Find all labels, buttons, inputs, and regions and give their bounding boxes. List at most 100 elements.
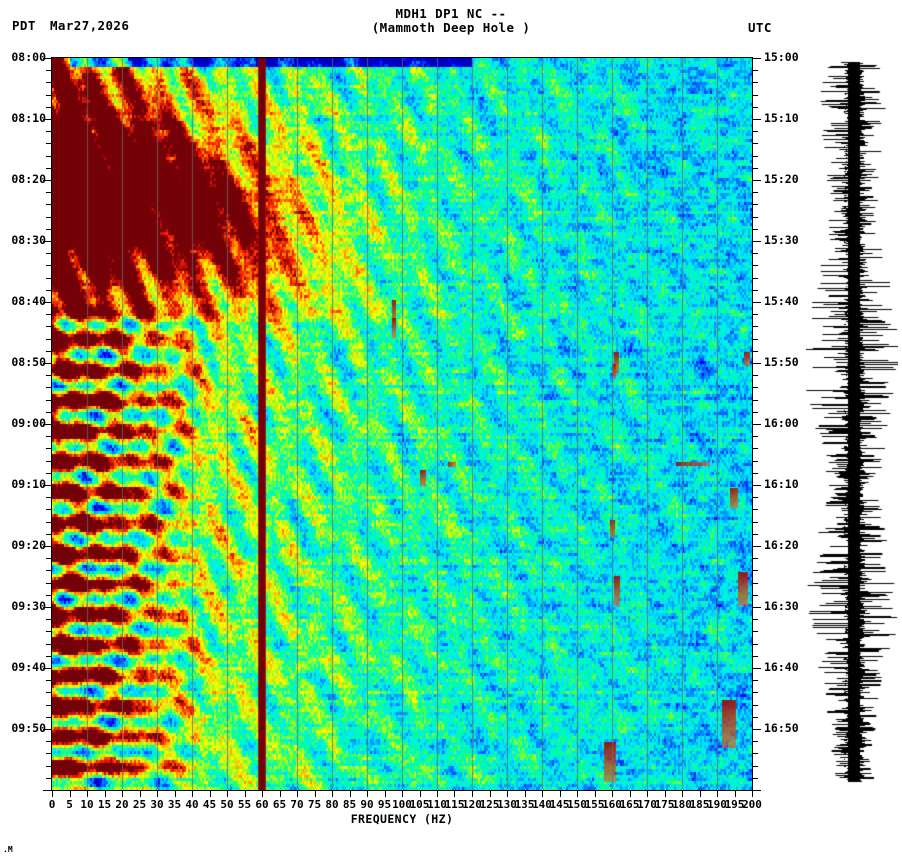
x-tick [210,790,211,797]
y-tick-minor-left [46,619,52,620]
y-tick-minor-left [46,143,52,144]
x-tick-label: 5 [66,798,73,811]
y-tick-minor-left [46,156,52,157]
y-tick-minor-right [752,619,758,620]
y-tick-label-utc: 15:20 [764,172,799,186]
x-tick [332,790,333,797]
y-tick-major-left [43,668,52,669]
x-tick [752,790,753,797]
x-tick [385,790,386,797]
x-tick-label: 200 [742,798,762,811]
y-tick-minor-left [46,387,52,388]
seismogram-trace-canvas [806,58,898,790]
x-tick-label: 85 [342,798,357,811]
y-tick-major-right [752,180,761,181]
y-tick-major-right [752,424,761,425]
y-tick-major-left [43,729,52,730]
y-tick-minor-left [46,339,52,340]
y-tick-minor-left [46,570,52,571]
y-tick-minor-left [46,741,52,742]
y-tick-label-pdt: 08:20 [11,172,46,186]
y-tick-minor-right [752,595,758,596]
y-tick-label-utc: 15:10 [764,111,799,125]
x-tick-label: 180 [672,798,692,811]
x-tick-label: 110 [427,798,447,811]
y-tick-minor-left [46,509,52,510]
x-tick [665,790,666,797]
y-tick-minor-right [752,412,758,413]
y-tick-label-utc: 16:00 [764,416,799,430]
x-tick [560,790,561,797]
x-tick [70,790,71,797]
x-tick-label: 155 [584,798,605,811]
x-tick-label: 45 [202,798,217,811]
x-tick [630,790,631,797]
x-tick [682,790,683,797]
y-tick-minor-right [752,375,758,376]
y-tick-label-pdt: 08:40 [11,294,46,308]
y-tick-minor-right [752,436,758,437]
y-tick-major-left [43,302,52,303]
y-tick-minor-right [752,473,758,474]
y-tick-minor-right [752,143,758,144]
y-tick-minor-left [46,82,52,83]
y-tick-major-left [43,363,52,364]
y-tick-minor-left [46,717,52,718]
y-tick-minor-right [752,717,758,718]
x-tick [192,790,193,797]
y-tick-label-utc: 16:20 [764,538,799,552]
x-tick [717,790,718,797]
y-tick-minor-left [46,95,52,96]
y-tick-minor-left [46,326,52,327]
y-tick-minor-left [46,400,52,401]
x-tick-label: 160 [602,798,622,811]
x-tick-label: 35 [167,798,182,811]
y-tick-label-pdt: 09:10 [11,477,46,491]
x-tick-label: 55 [237,798,252,811]
y-tick-label-pdt: 09:20 [11,538,46,552]
seismogram-trace-panel[interactable] [806,58,898,790]
y-tick-minor-right [752,741,758,742]
y-tick-minor-right [752,265,758,266]
y-tick-minor-left [46,168,52,169]
y-tick-major-right [752,485,761,486]
y-tick-label-pdt: 08:50 [11,355,46,369]
x-tick-label: 190 [707,798,727,811]
x-tick [122,790,123,797]
x-tick-label: 100 [392,798,412,811]
y-tick-minor-left [46,497,52,498]
x-tick-label: 20 [115,798,129,811]
x-tick [472,790,473,797]
y-tick-label-utc: 15:50 [764,355,799,369]
x-tick [735,790,736,797]
x-tick [105,790,106,797]
x-tick [140,790,141,797]
y-tick-label-utc: 15:40 [764,294,799,308]
y-tick-major-left [43,546,52,547]
x-tick [297,790,298,797]
x-tick-label: 105 [409,798,430,811]
y-tick-minor-right [752,631,758,632]
x-tick [262,790,263,797]
x-tick [437,790,438,797]
y-tick-minor-right [752,534,758,535]
y-tick-minor-right [752,461,758,462]
x-tick [700,790,701,797]
y-tick-minor-left [46,70,52,71]
spectrogram-plot[interactable] [52,58,752,790]
y-tick-minor-left [46,412,52,413]
x-tick-label: 15 [97,798,112,811]
y-tick-minor-right [752,314,758,315]
y-tick-minor-right [752,400,758,401]
y-tick-major-left [43,58,52,59]
y-tick-major-right [752,607,761,608]
x-tick [507,790,508,797]
y-tick-label-utc: 15:00 [764,50,799,64]
record-date-label: Mar27,2026 [50,18,130,33]
y-tick-minor-left [46,290,52,291]
y-tick-minor-right [752,192,758,193]
y-tick-minor-right [752,290,758,291]
y-tick-minor-left [46,753,52,754]
y-tick-minor-left [46,253,52,254]
y-tick-minor-right [752,705,758,706]
